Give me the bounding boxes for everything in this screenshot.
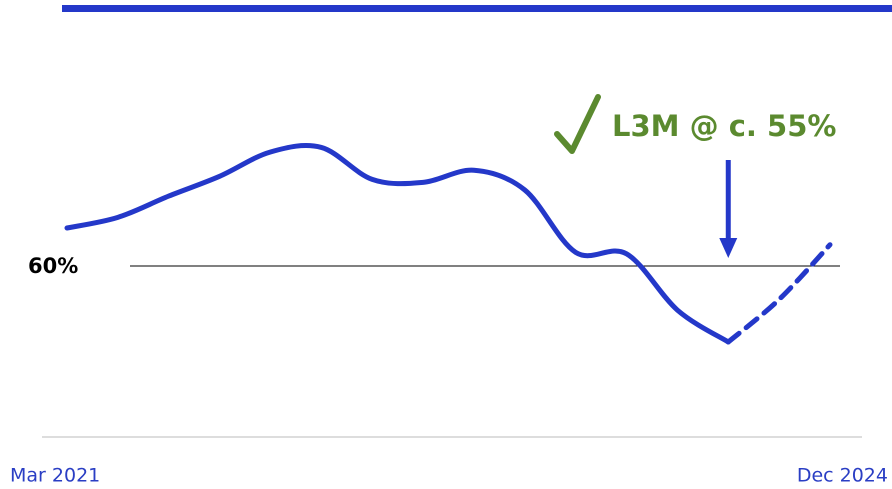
x-tick-label: Dec 2024 xyxy=(797,465,888,487)
data-line xyxy=(64,143,731,345)
annotation-arrowhead xyxy=(719,238,738,258)
check-icon xyxy=(554,94,601,154)
annotation: L3M @ c. 55% xyxy=(612,109,836,143)
top-bar xyxy=(62,5,892,12)
reference-label: 60% xyxy=(28,254,78,278)
data-line xyxy=(725,242,833,345)
x-tick-label: Mar 2021 xyxy=(10,465,100,487)
